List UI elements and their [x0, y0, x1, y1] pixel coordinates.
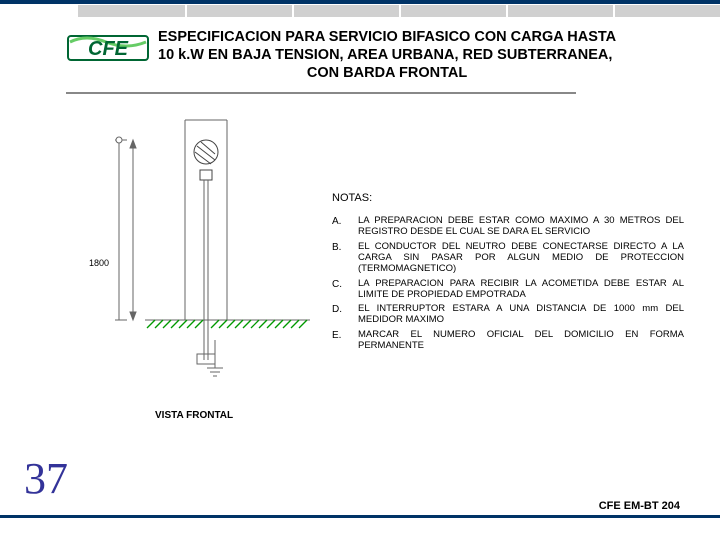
diagram-vista-frontal: 1800: [115, 110, 315, 390]
svg-text:CFE: CFE: [88, 38, 129, 60]
cfe-logo: CFE: [66, 28, 150, 68]
header: CFE ESPECIFICACION PARA SERVICIO BIFASIC…: [66, 28, 680, 82]
note-key: B.: [332, 242, 358, 275]
note-text: LA PREPARACION PARA RECIBIR LA ACOMETIDA…: [358, 279, 684, 301]
note-text: LA PREPARACION DEBE ESTAR COMO MAXIMO A …: [358, 216, 684, 238]
title-line-3: CON BARDA FRONTAL: [158, 64, 616, 82]
doc-code: CFE EM-BT 204: [599, 500, 680, 512]
note-text: EL INTERRUPTOR ESTARA A UNA DISTANCIA DE…: [358, 304, 684, 326]
note-item: E.MARCAR EL NUMERO OFICIAL DEL DOMICILIO…: [332, 330, 684, 352]
notes-heading: NOTAS:: [332, 192, 684, 204]
note-item: D.EL INTERRUPTOR ESTARA A UNA DISTANCIA …: [332, 304, 684, 326]
diagram-caption: VISTA FRONTAL: [155, 410, 233, 421]
title-underline: [66, 92, 576, 94]
note-item: C.LA PREPARACION PARA RECIBIR LA ACOMETI…: [332, 279, 684, 301]
note-key: C.: [332, 279, 358, 301]
page-number: 37: [24, 453, 68, 504]
note-key: E.: [332, 330, 358, 352]
notes-block: NOTAS: A.LA PREPARACION DEBE ESTAR COMO …: [332, 192, 684, 356]
note-text: MARCAR EL NUMERO OFICIAL DEL DOMICILIO E…: [358, 330, 684, 352]
dimension-1800: 1800: [89, 258, 109, 268]
note-item: A.LA PREPARACION DEBE ESTAR COMO MAXIMO …: [332, 216, 684, 238]
page-title: ESPECIFICACION PARA SERVICIO BIFASICO CO…: [158, 28, 616, 82]
title-line-1: ESPECIFICACION PARA SERVICIO BIFASICO CO…: [158, 28, 616, 46]
title-line-2: 10 k.W EN BAJA TENSION, AREA URBANA, RED…: [158, 46, 616, 64]
note-text: EL CONDUCTOR DEL NEUTRO DEBE CONECTARSE …: [358, 242, 684, 275]
note-key: A.: [332, 216, 358, 238]
notes-list: A.LA PREPARACION DEBE ESTAR COMO MAXIMO …: [332, 216, 684, 352]
bottom-rule: [0, 515, 720, 518]
top-decoration: [0, 0, 720, 17]
note-item: B.EL CONDUCTOR DEL NEUTRO DEBE CONECTARS…: [332, 242, 684, 275]
note-key: D.: [332, 304, 358, 326]
